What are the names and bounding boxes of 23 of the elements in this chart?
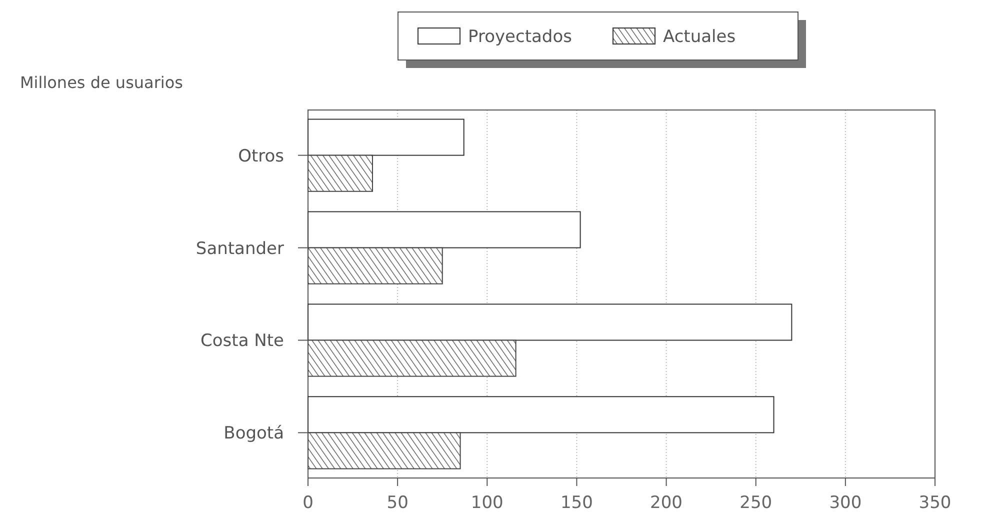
x-tick-label: 50 <box>386 493 408 513</box>
x-tick-label: 250 <box>740 493 772 513</box>
y-axis-title: Millones de usuarios <box>20 73 183 92</box>
legend-label: Actuales <box>663 27 736 47</box>
bar <box>308 432 461 470</box>
y-tick-label: Costa Nte <box>200 331 284 352</box>
bar <box>308 340 516 377</box>
bar <box>308 304 792 341</box>
bar <box>308 211 581 248</box>
y-tick-label: Santander <box>196 238 284 259</box>
bar <box>308 247 443 284</box>
x-tick-label: 150 <box>560 493 593 513</box>
bar <box>308 154 373 192</box>
y-tick-label: Bogotá <box>224 424 284 444</box>
x-tick-label: 100 <box>470 493 504 513</box>
legend-label: Proyectados <box>468 27 572 47</box>
bar <box>308 396 774 434</box>
bar <box>308 118 464 156</box>
x-tick-label: 0 <box>302 493 314 513</box>
x-tick-label: 200 <box>650 493 683 513</box>
y-tick-label: Otros <box>238 146 284 166</box>
x-tick-label: 300 <box>829 493 862 513</box>
x-tick-label: 350 <box>918 493 952 513</box>
